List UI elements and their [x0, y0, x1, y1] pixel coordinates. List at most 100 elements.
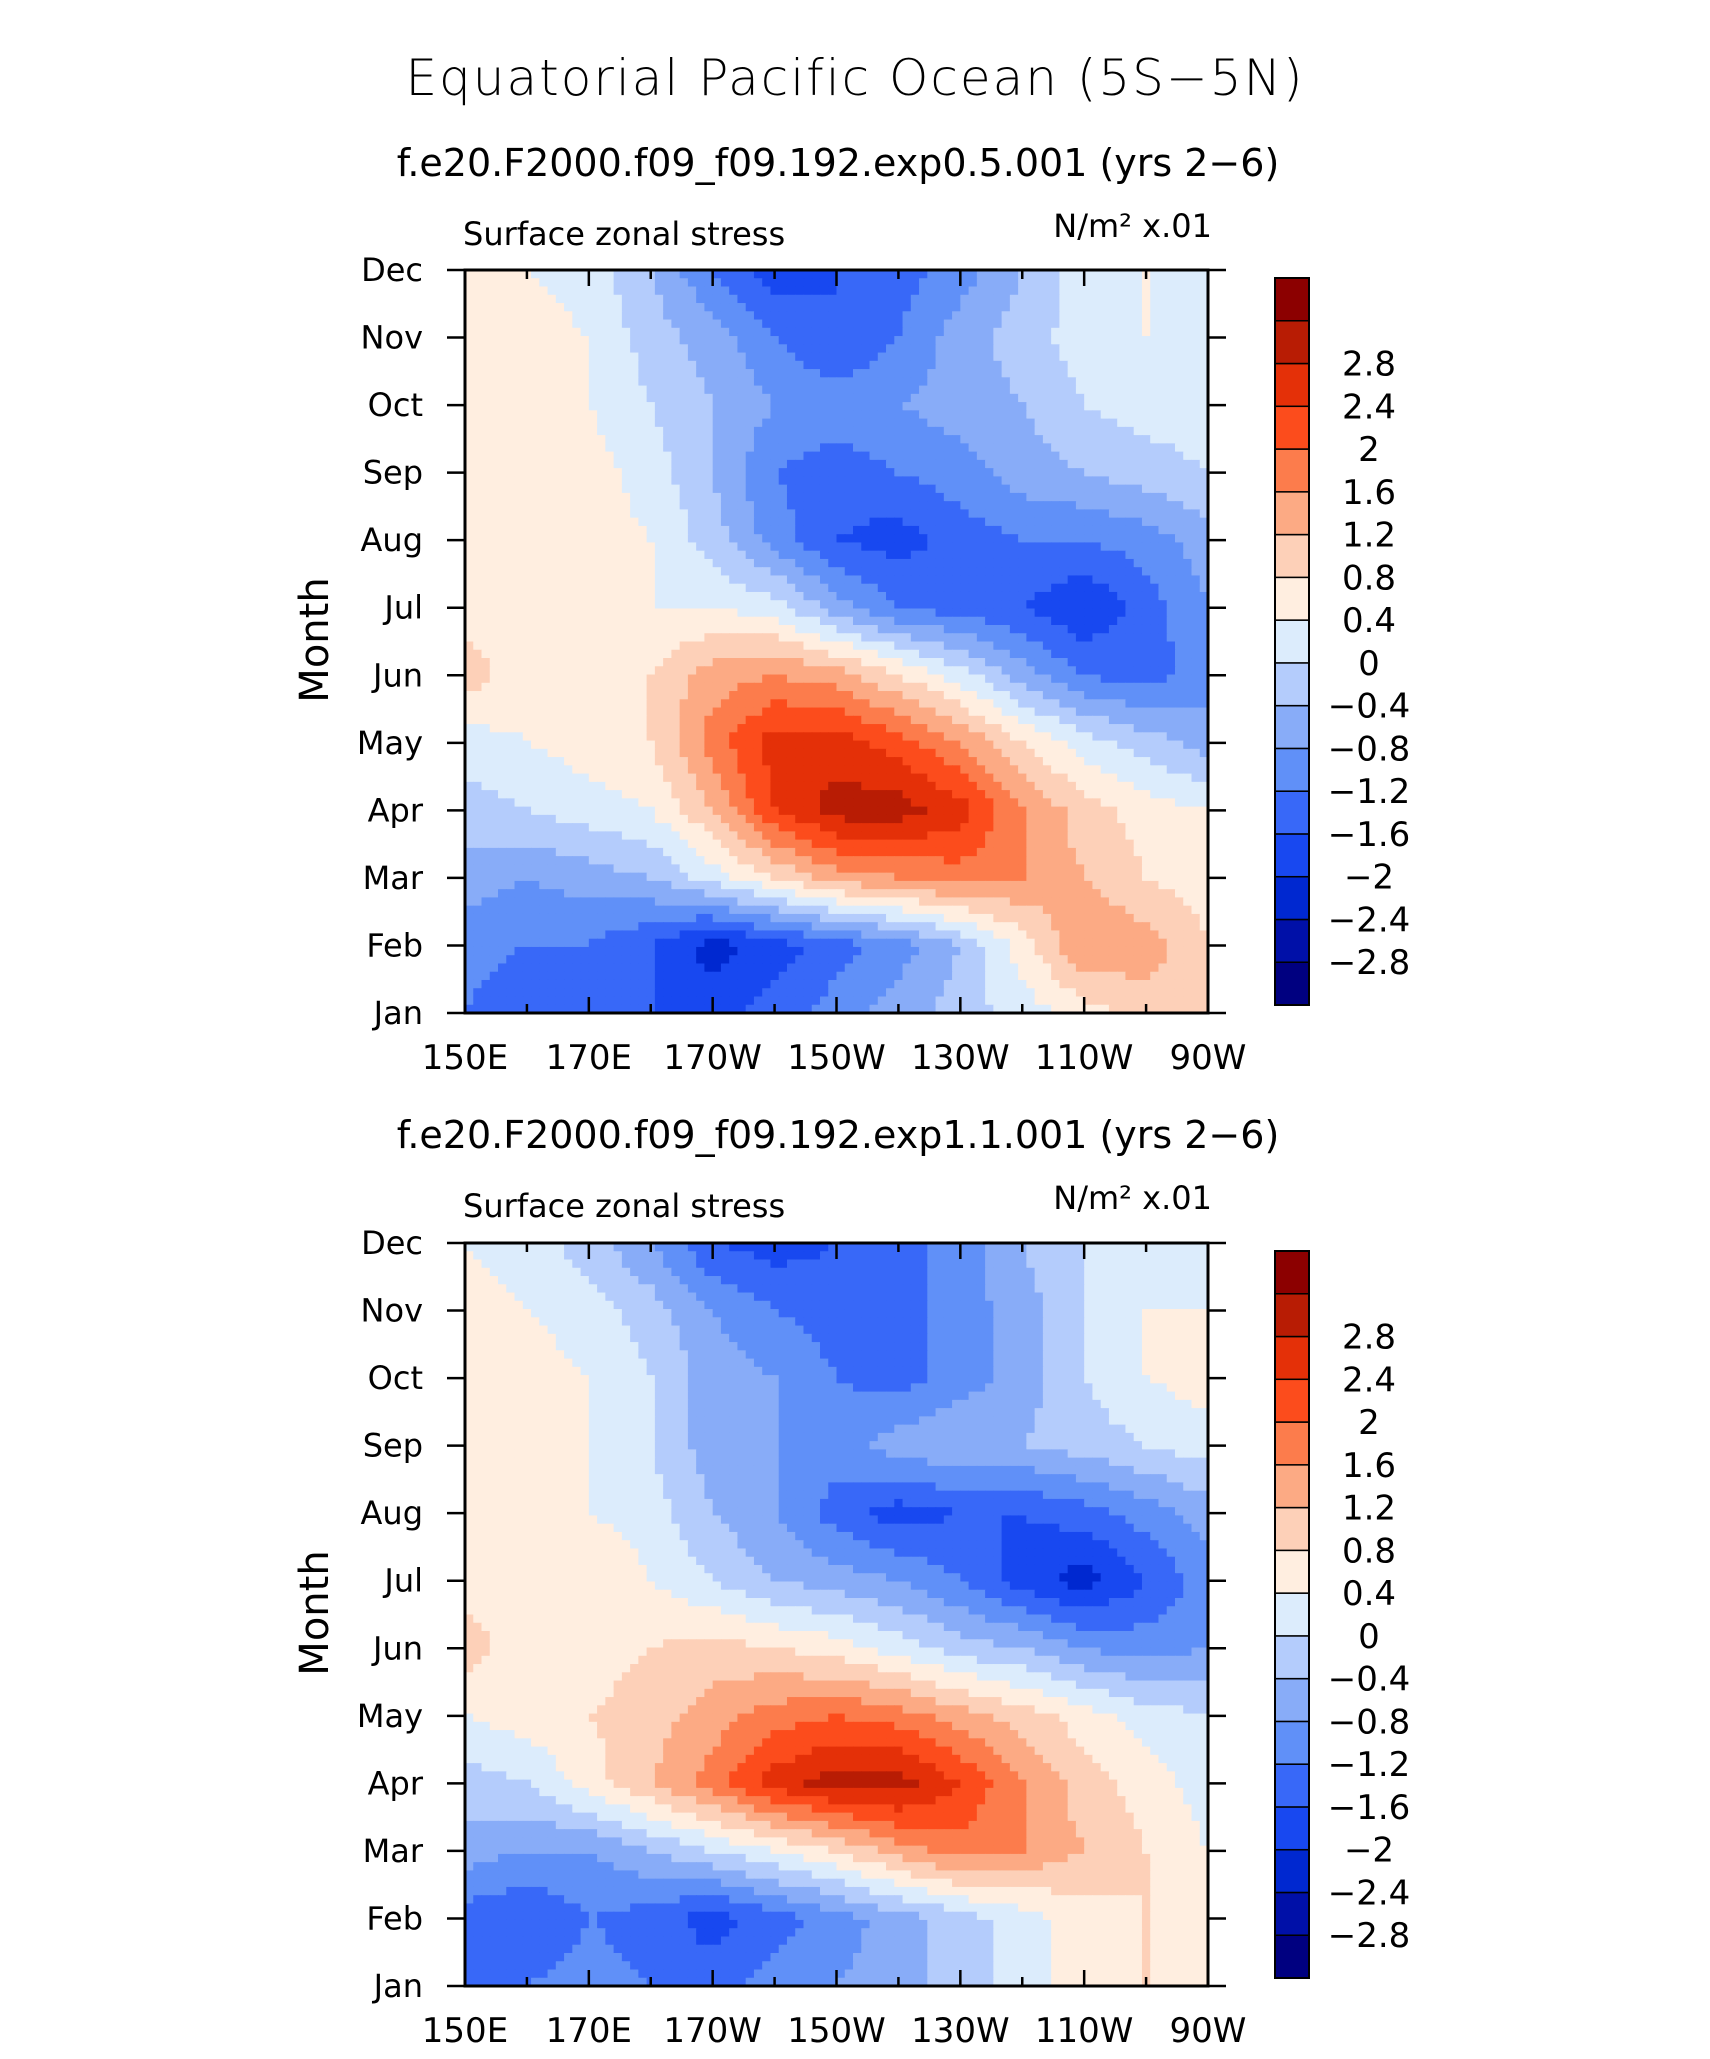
field-cell: [960, 319, 970, 329]
field-cell: [663, 286, 672, 296]
field-cell: [564, 633, 573, 643]
field-cell: [902, 319, 912, 329]
field-cell: [638, 525, 648, 535]
field-cell: [654, 550, 664, 560]
field-cell: [506, 385, 516, 395]
field-cell: [828, 336, 838, 345]
field-cell: [1001, 707, 1011, 717]
field-cell: [1009, 715, 1019, 725]
field-cell: [1183, 352, 1193, 362]
field-cell: [506, 327, 516, 337]
field-cell: [597, 468, 606, 477]
field-cell: [1191, 327, 1201, 337]
field-cell: [910, 641, 920, 651]
field-cell: [1092, 616, 1102, 626]
field-cell: [795, 369, 805, 378]
field-cell: [1141, 278, 1151, 288]
field-cell: [687, 691, 697, 700]
field-cell: [993, 509, 1003, 519]
field-cell: [737, 608, 747, 618]
field-cell: [1199, 691, 1209, 700]
field-cell: [679, 616, 689, 626]
field-cell: [1199, 641, 1209, 651]
field-cell: [927, 682, 937, 692]
field-cell: [687, 534, 697, 544]
field-cell: [844, 385, 854, 395]
field-cell: [597, 492, 606, 502]
field-cell: [580, 286, 590, 296]
field-cell: [729, 558, 739, 568]
field-cell: [729, 435, 739, 444]
field-cell: [869, 550, 879, 560]
field-cell: [803, 558, 813, 568]
field-cell: [1100, 303, 1110, 312]
field-cell: [621, 468, 631, 477]
field-cell: [745, 542, 755, 552]
field-cell: [630, 624, 639, 634]
field-cell: [861, 558, 871, 568]
field-cell: [927, 311, 937, 321]
field-cell: [910, 385, 920, 395]
field-cell: [1133, 575, 1143, 585]
field-cell: [1026, 666, 1036, 676]
field-cell: [803, 344, 813, 354]
field-cell: [522, 707, 532, 717]
field-cell: [646, 509, 656, 519]
field-cell: [547, 608, 557, 618]
field-cell: [481, 707, 491, 717]
field-cell: [993, 682, 1003, 692]
field-cell: [753, 699, 763, 709]
field-cell: [572, 468, 582, 477]
field-cell: [1174, 682, 1184, 692]
field-cell: [1084, 336, 1094, 345]
field-cell: [1034, 509, 1044, 519]
field-cell: [514, 402, 524, 411]
field-cell: [720, 270, 730, 279]
field-cell: [819, 286, 829, 296]
field-cell: [778, 509, 788, 519]
field-cell: [605, 666, 615, 676]
field-cell: [1150, 435, 1160, 444]
field-cell: [687, 575, 697, 585]
field-cell: [1183, 591, 1193, 601]
field-cell: [671, 418, 681, 428]
field-cell: [795, 459, 805, 469]
field-cell: [613, 278, 623, 288]
field-cell: [828, 278, 838, 288]
field-cell: [638, 451, 648, 461]
field-cell: [819, 459, 829, 469]
field-cell: [1199, 336, 1209, 345]
field-cell: [960, 377, 970, 387]
field-cell: [522, 666, 532, 676]
field-cell: [1059, 468, 1069, 477]
field-cell: [654, 435, 664, 444]
field-cell: [465, 658, 474, 667]
field-cell: [861, 418, 871, 428]
field-cell: [1100, 344, 1110, 354]
field-cell: [943, 352, 953, 362]
field-cell: [522, 468, 532, 477]
field-cell: [712, 558, 722, 568]
field-cell: [597, 616, 606, 626]
field-cell: [811, 336, 821, 345]
field-cell: [778, 633, 788, 643]
field-cell: [465, 426, 474, 436]
field-cell: [1150, 418, 1160, 428]
field-cell: [720, 336, 730, 345]
field-cell: [960, 616, 970, 626]
field-cell: [985, 451, 994, 461]
field-cell: [1183, 410, 1193, 420]
field-cell: [853, 311, 862, 321]
field-cell: [712, 484, 722, 494]
field-cell: [1075, 575, 1085, 585]
field-cell: [943, 418, 953, 428]
field-cell: [844, 534, 854, 544]
field-cell: [539, 443, 549, 453]
field-cell: [1141, 666, 1151, 676]
field-cell: [1001, 649, 1011, 659]
field-cell: [869, 294, 879, 304]
field-cell: [580, 327, 590, 337]
field-cell: [828, 418, 838, 428]
field-cell: [836, 451, 846, 461]
field-cell: [753, 501, 763, 511]
